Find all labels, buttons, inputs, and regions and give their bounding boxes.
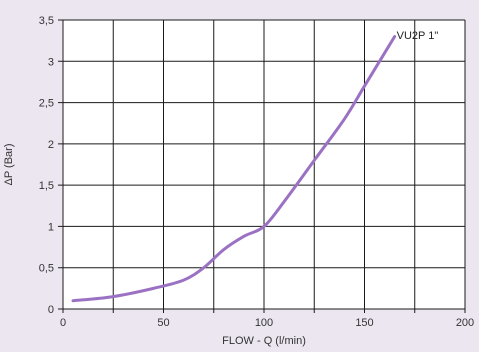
x-tick-label: 100 [255,317,273,329]
x-tick-label: 0 [60,317,66,329]
x-tick-label: 200 [456,317,474,329]
x-axis-title: FLOW - Q (l/min) [222,335,306,347]
y-tick-label: 1 [48,221,54,233]
y-tick-label: 0 [48,304,54,316]
y-tick-label: 2,5 [39,98,54,110]
y-tick-label: 2 [48,139,54,151]
y-tick-label: 3 [48,56,54,68]
y-axis-ticks: 0 0,5 1 1,5 2 2,5 3 3,5 [39,15,54,316]
y-axis-title: ΔP (Bar) [3,144,15,186]
series-label: VU2P 1" [397,30,439,42]
y-tick-label: 0,5 [39,263,54,275]
x-axis-ticks: 0 50 100 150 200 [60,317,474,329]
series-line [71,35,397,303]
grid-lines [58,19,466,313]
y-tick-label: 3,5 [39,15,54,27]
x-tick-label: 150 [355,317,373,329]
y-tick-label: 1,5 [39,180,54,192]
x-tick-label: 50 [157,317,169,329]
